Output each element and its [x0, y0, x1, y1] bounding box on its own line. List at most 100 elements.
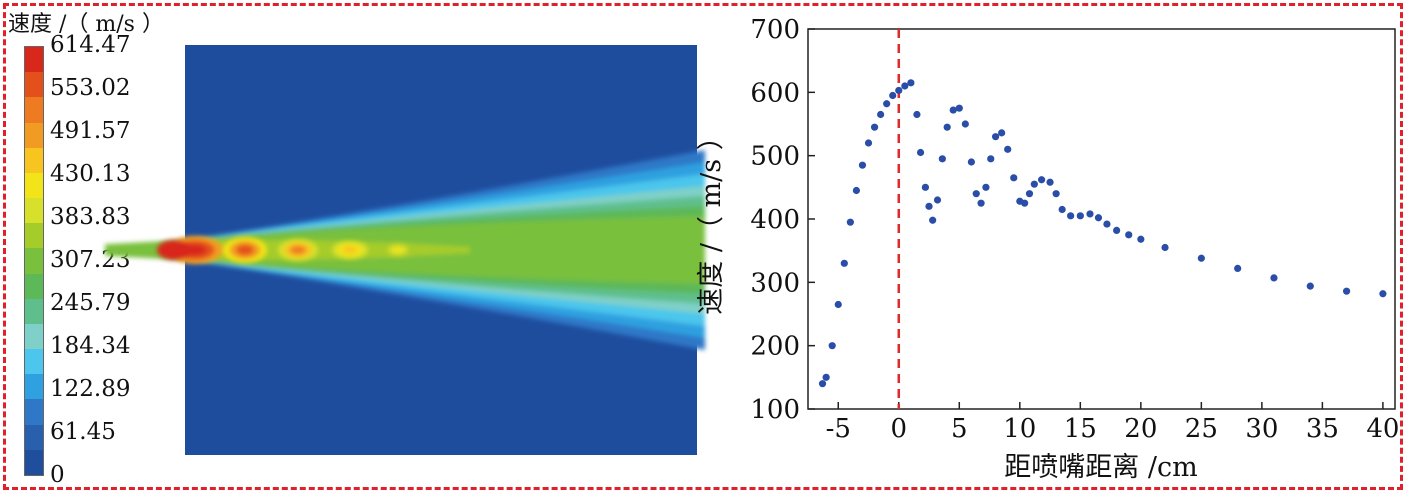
data-point — [1125, 231, 1133, 239]
data-point — [916, 148, 925, 157]
data-point — [967, 158, 975, 166]
data-point — [925, 202, 933, 210]
data-point — [1067, 212, 1075, 220]
velocity-distance-chart: -5 0 5 10 15 20 25 30 35 40100200300400500600700 … — [696, 15, 1399, 483]
data-point — [1086, 210, 1094, 218]
data-point — [895, 86, 903, 95]
y-tick-label: 600 — [750, 78, 800, 108]
data-point — [955, 104, 963, 112]
x-tick-label: 0 — [890, 414, 907, 444]
data-point — [1058, 205, 1066, 214]
data-point — [858, 161, 867, 169]
colorbar-tick-label: 122.89 — [50, 376, 131, 402]
data-point — [1094, 214, 1103, 222]
shock-cell — [342, 246, 358, 254]
colorbar-level — [25, 349, 43, 375]
colorbar-level — [25, 248, 43, 274]
data-point — [846, 218, 854, 226]
data-point — [1113, 226, 1121, 234]
colorbar-level — [25, 374, 43, 400]
axis-ticks: -5 0 5 10 15 20 25 30 35 40 100 200 300 400 500 600 700 — [750, 15, 1399, 444]
x-tick-label: 35 — [1306, 414, 1339, 444]
data-point — [1379, 290, 1387, 298]
shock-cell — [290, 245, 306, 255]
jet-core-cells — [157, 236, 412, 264]
data-point — [1306, 282, 1314, 290]
data-point — [852, 186, 861, 195]
y-tick-label: 500 — [750, 142, 800, 172]
x-axis-label: 距喷嘴距离 /cm — [1004, 452, 1197, 483]
x-tick-label: -5 — [826, 414, 851, 444]
y-axis-label: 速度 /（ m/s ） — [696, 123, 727, 314]
data-point — [1021, 199, 1029, 207]
x-tick-label: 15 — [1064, 414, 1097, 444]
colorbar-level — [25, 449, 43, 475]
data-point — [1046, 178, 1054, 186]
data-point — [991, 133, 1000, 141]
x-tick-label: 25 — [1185, 414, 1218, 444]
y-tick-label: 400 — [750, 205, 800, 235]
data-point — [982, 183, 990, 191]
data-point — [1342, 287, 1351, 295]
colorbar-level — [25, 172, 43, 199]
data-point — [961, 120, 969, 128]
data-point — [1161, 243, 1169, 252]
colorbar-tick-label: 184.34 — [50, 333, 131, 359]
data-point — [1103, 220, 1111, 228]
data-point — [818, 380, 827, 388]
contour-panel: 速度 /（ m/s ） 614.47 553.02 491.57 430.13 383.… — [8, 12, 705, 488]
data-point — [1197, 254, 1205, 262]
data-point — [864, 139, 873, 147]
data-point — [1030, 180, 1038, 188]
data-point — [1270, 274, 1278, 282]
y-tick-label: 100 — [750, 395, 800, 425]
colorbar — [24, 46, 44, 476]
data-point — [828, 342, 836, 350]
colorbar-level — [25, 72, 43, 98]
y-tick-label: 700 — [750, 15, 800, 45]
colorbar-level — [25, 223, 43, 249]
shock-cell — [392, 247, 404, 253]
y-tick-label: 200 — [750, 332, 800, 362]
data-point — [1010, 174, 1018, 182]
data-point — [1004, 145, 1012, 153]
colorbar-level — [25, 273, 43, 299]
colorbar-level — [25, 122, 43, 148]
colorbar-tick-label: 614.47 — [50, 32, 131, 58]
data-point — [907, 79, 915, 87]
x-tick-label: 20 — [1124, 414, 1157, 444]
data-point — [901, 82, 909, 90]
data-point — [1234, 264, 1242, 272]
colorbar-tick-label: 491.57 — [50, 118, 131, 144]
data-point — [987, 155, 995, 163]
data-point — [822, 373, 830, 381]
data-point — [889, 91, 897, 100]
colorbar-tick-label: 553.02 — [50, 75, 131, 101]
data-point — [921, 183, 929, 191]
data-points — [818, 79, 1387, 388]
colorbar-level — [25, 399, 43, 425]
data-point — [933, 196, 942, 204]
data-point — [972, 190, 980, 198]
data-point — [1025, 190, 1034, 198]
colorbar-level — [25, 323, 43, 350]
x-tick-label: 10 — [1003, 414, 1036, 444]
x-tick-label: 5 — [951, 414, 968, 444]
data-point — [883, 100, 891, 108]
colorbar-tick-label: 430.13 — [50, 161, 131, 187]
data-point — [834, 300, 842, 309]
colorbar-level — [25, 424, 43, 450]
data-point — [949, 106, 957, 114]
colorbar-tick-label: 0 — [50, 462, 65, 488]
x-tick-label: 30 — [1245, 414, 1278, 444]
data-point — [1052, 190, 1060, 198]
nozzle-exit-cell — [157, 240, 193, 260]
data-point — [938, 155, 946, 163]
shock-cell — [236, 244, 254, 256]
colorbar-tick-label: 61.45 — [50, 419, 116, 445]
data-point — [840, 259, 848, 267]
data-point — [913, 110, 921, 119]
x-tick-label: 40 — [1366, 414, 1399, 444]
colorbar-level — [25, 47, 43, 73]
colorbar-level — [25, 147, 43, 173]
